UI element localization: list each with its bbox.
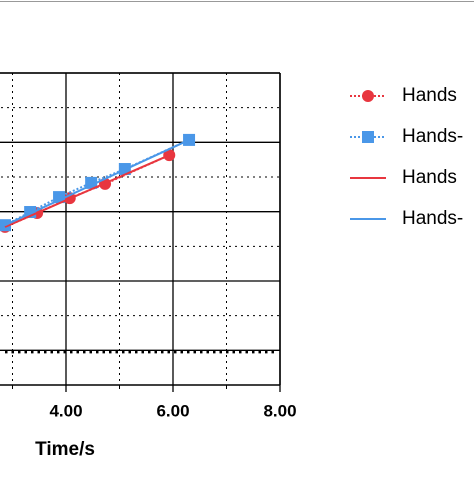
point: [24, 206, 37, 219]
x-axis-label: Time/s: [35, 439, 95, 460]
legend-label: Hands: [402, 85, 457, 106]
line: [4, 138, 190, 227]
legend-marker: [362, 90, 374, 102]
x-tick-label: 4.00: [49, 401, 82, 420]
legend-label: Hands: [402, 167, 457, 188]
point: [53, 191, 66, 204]
legend-label: Hands-: [402, 208, 463, 229]
x-tick-label: 8.00: [263, 401, 296, 420]
legend-label: Hands-: [402, 126, 463, 147]
legend-marker: [362, 131, 374, 143]
x-tick-label: 6.00: [156, 401, 189, 420]
line: [4, 154, 170, 228]
